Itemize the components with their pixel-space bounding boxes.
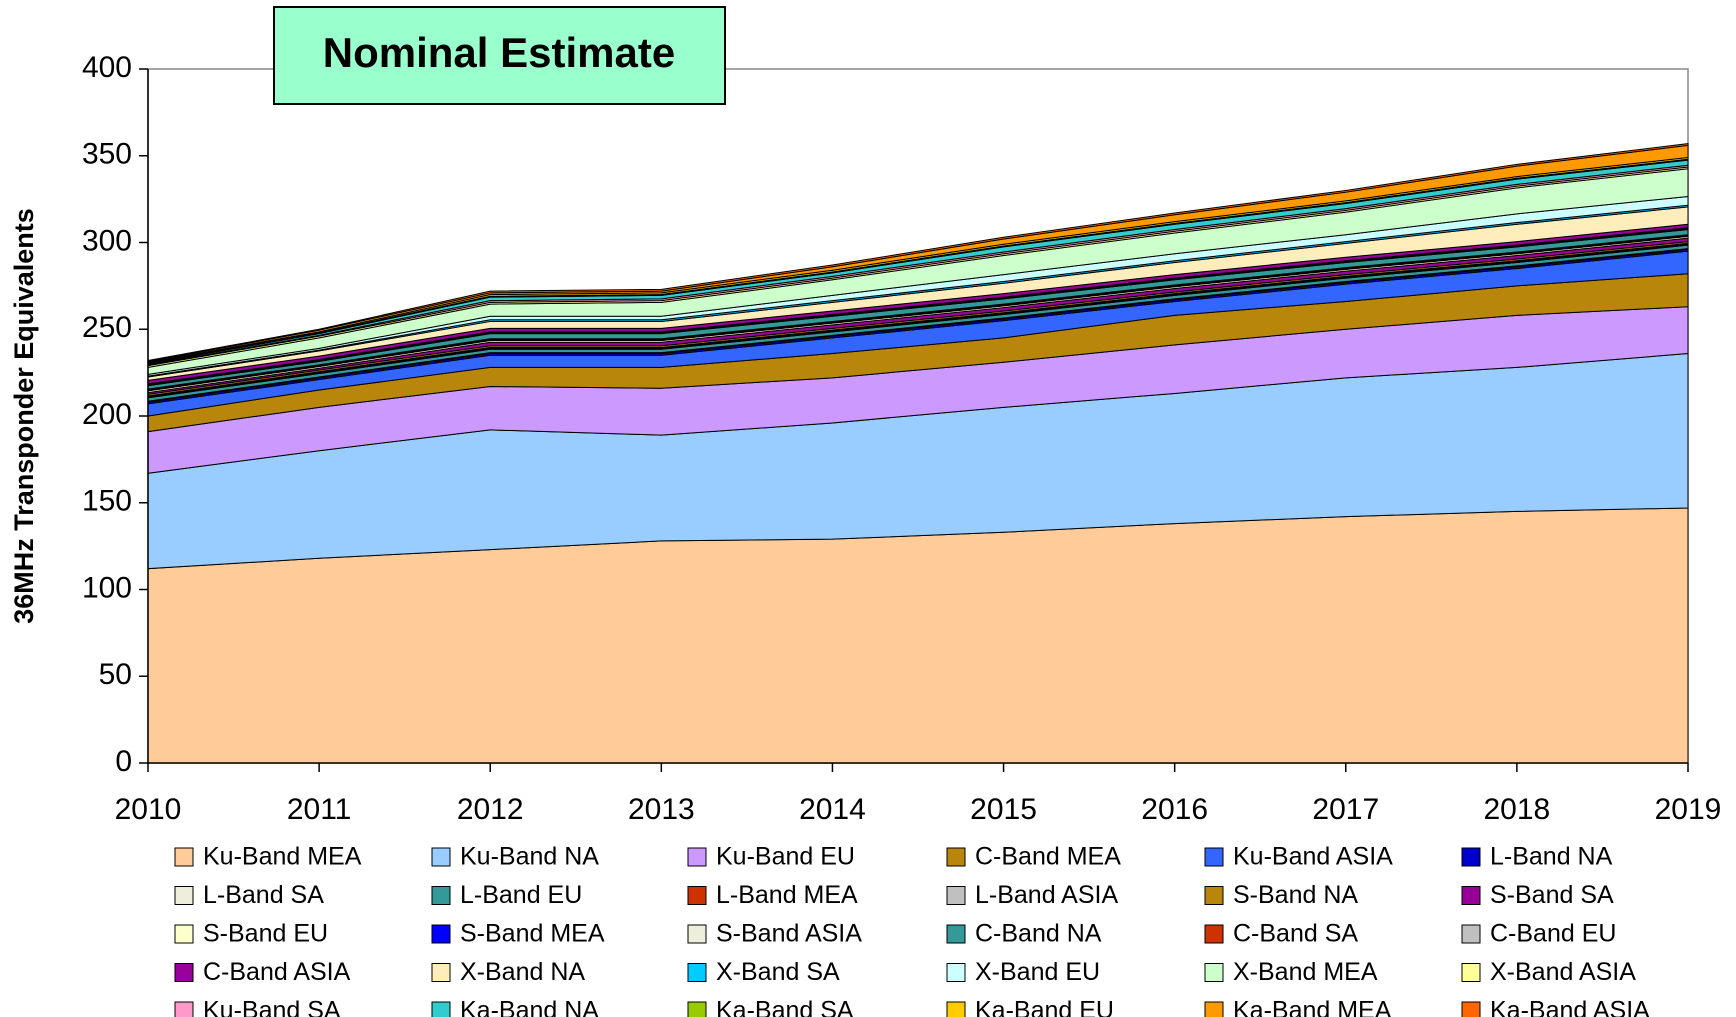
title-box (273, 6, 726, 105)
y-tick-label: 200 (82, 398, 132, 431)
legend-swatch (174, 886, 194, 905)
y-tick-label: 400 (82, 51, 132, 84)
x-tick-label: 2013 (628, 793, 695, 826)
legend-label: Ka-Band EU (975, 997, 1114, 1017)
x-tick-label: 2010 (115, 793, 182, 826)
legend-swatch (174, 924, 194, 944)
legend-swatch (1461, 1001, 1481, 1017)
legend-swatch (1204, 924, 1224, 944)
legend-label: L-Band SA (203, 881, 324, 909)
legend-swatch (1204, 886, 1224, 905)
legend-swatch (1461, 886, 1481, 905)
legend-label: S-Band ASIA (716, 920, 862, 948)
y-tick-label: 100 (82, 571, 132, 604)
legend-label: Ku-Band MEA (203, 843, 362, 871)
legend-label: C-Band SA (1233, 920, 1358, 948)
legend-label: Ka-Band NA (460, 997, 599, 1017)
legend-swatch (431, 924, 451, 944)
legend-label: S-Band SA (1490, 881, 1614, 909)
legend-swatch (174, 963, 194, 982)
legend-label: Ku-Band EU (716, 843, 855, 871)
legend-label: Ku-Band NA (460, 843, 599, 871)
legend-label: C-Band EU (1490, 920, 1616, 948)
legend-label: S-Band MEA (460, 920, 605, 948)
y-tick-label: 250 (82, 311, 132, 344)
legend-swatch (946, 847, 966, 867)
legend-label: Ku-Band ASIA (1233, 843, 1393, 871)
legend-swatch (431, 963, 451, 982)
legend-label: S-Band EU (203, 920, 328, 948)
legend-label: C-Band ASIA (203, 958, 351, 986)
x-tick-label: 2018 (1484, 793, 1551, 826)
legend-swatch (431, 1001, 451, 1017)
y-tick-label: 350 (82, 138, 132, 171)
legend-label: Ku-Band SA (203, 997, 341, 1017)
x-tick-label: 2017 (1312, 793, 1379, 826)
x-tick-label: 2014 (799, 793, 866, 826)
legend-swatch (946, 924, 966, 944)
y-tick-label: 50 (99, 658, 132, 691)
legend-swatch (431, 847, 451, 867)
x-tick-label: 2016 (1141, 793, 1208, 826)
x-tick-label: 2015 (970, 793, 1037, 826)
legend-swatch (174, 847, 194, 867)
legend-swatch (431, 886, 451, 905)
legend-swatch (946, 886, 966, 905)
legend-label: X-Band MEA (1233, 958, 1378, 986)
legend-label: X-Band ASIA (1490, 958, 1636, 986)
x-tick-label: 2019 (1655, 793, 1722, 826)
legend-label: C-Band MEA (975, 843, 1121, 871)
legend-swatch (1461, 963, 1481, 982)
legend-label: X-Band NA (460, 958, 585, 986)
legend-swatch (687, 1001, 707, 1017)
legend-swatch (687, 886, 707, 905)
legend-label: Ka-Band SA (716, 997, 854, 1017)
areas (147, 143, 1689, 764)
y-tick-label: 300 (82, 224, 132, 257)
legend-label: L-Band ASIA (975, 881, 1118, 909)
y-tick-label: 150 (82, 485, 132, 518)
legend-swatch (946, 1001, 966, 1017)
legend-label: L-Band MEA (716, 881, 858, 909)
area (147, 143, 1689, 362)
legend-label: Ka-Band MEA (1233, 997, 1392, 1017)
x-tick-label: 2011 (287, 793, 352, 826)
legend-label: Ka-Band ASIA (1490, 997, 1650, 1017)
legend-swatch (1204, 963, 1224, 982)
legend-label: X-Band SA (716, 958, 840, 986)
legend-swatch (687, 847, 707, 867)
legend-label: L-Band NA (1490, 843, 1613, 871)
legend-label: L-Band EU (460, 881, 582, 909)
chart-title: Nominal Estimate (323, 29, 675, 76)
legend-swatch (687, 963, 707, 982)
legend-swatch (1461, 847, 1481, 867)
y-axis-label: 36MHz Transponder Equivalents (9, 208, 39, 624)
x-tick-label: 2012 (457, 793, 524, 826)
legend-swatch (946, 963, 966, 982)
legend-swatch (1204, 1001, 1224, 1017)
legend-swatch (1204, 847, 1224, 867)
legend-swatch (687, 924, 707, 944)
legend-label: C-Band NA (975, 920, 1102, 948)
legend-swatch (174, 1001, 194, 1017)
legend-label: X-Band EU (975, 958, 1100, 986)
legend-label: S-Band NA (1233, 881, 1358, 909)
y-tick-label: 0 (115, 745, 132, 778)
legend-swatch (1461, 924, 1481, 944)
